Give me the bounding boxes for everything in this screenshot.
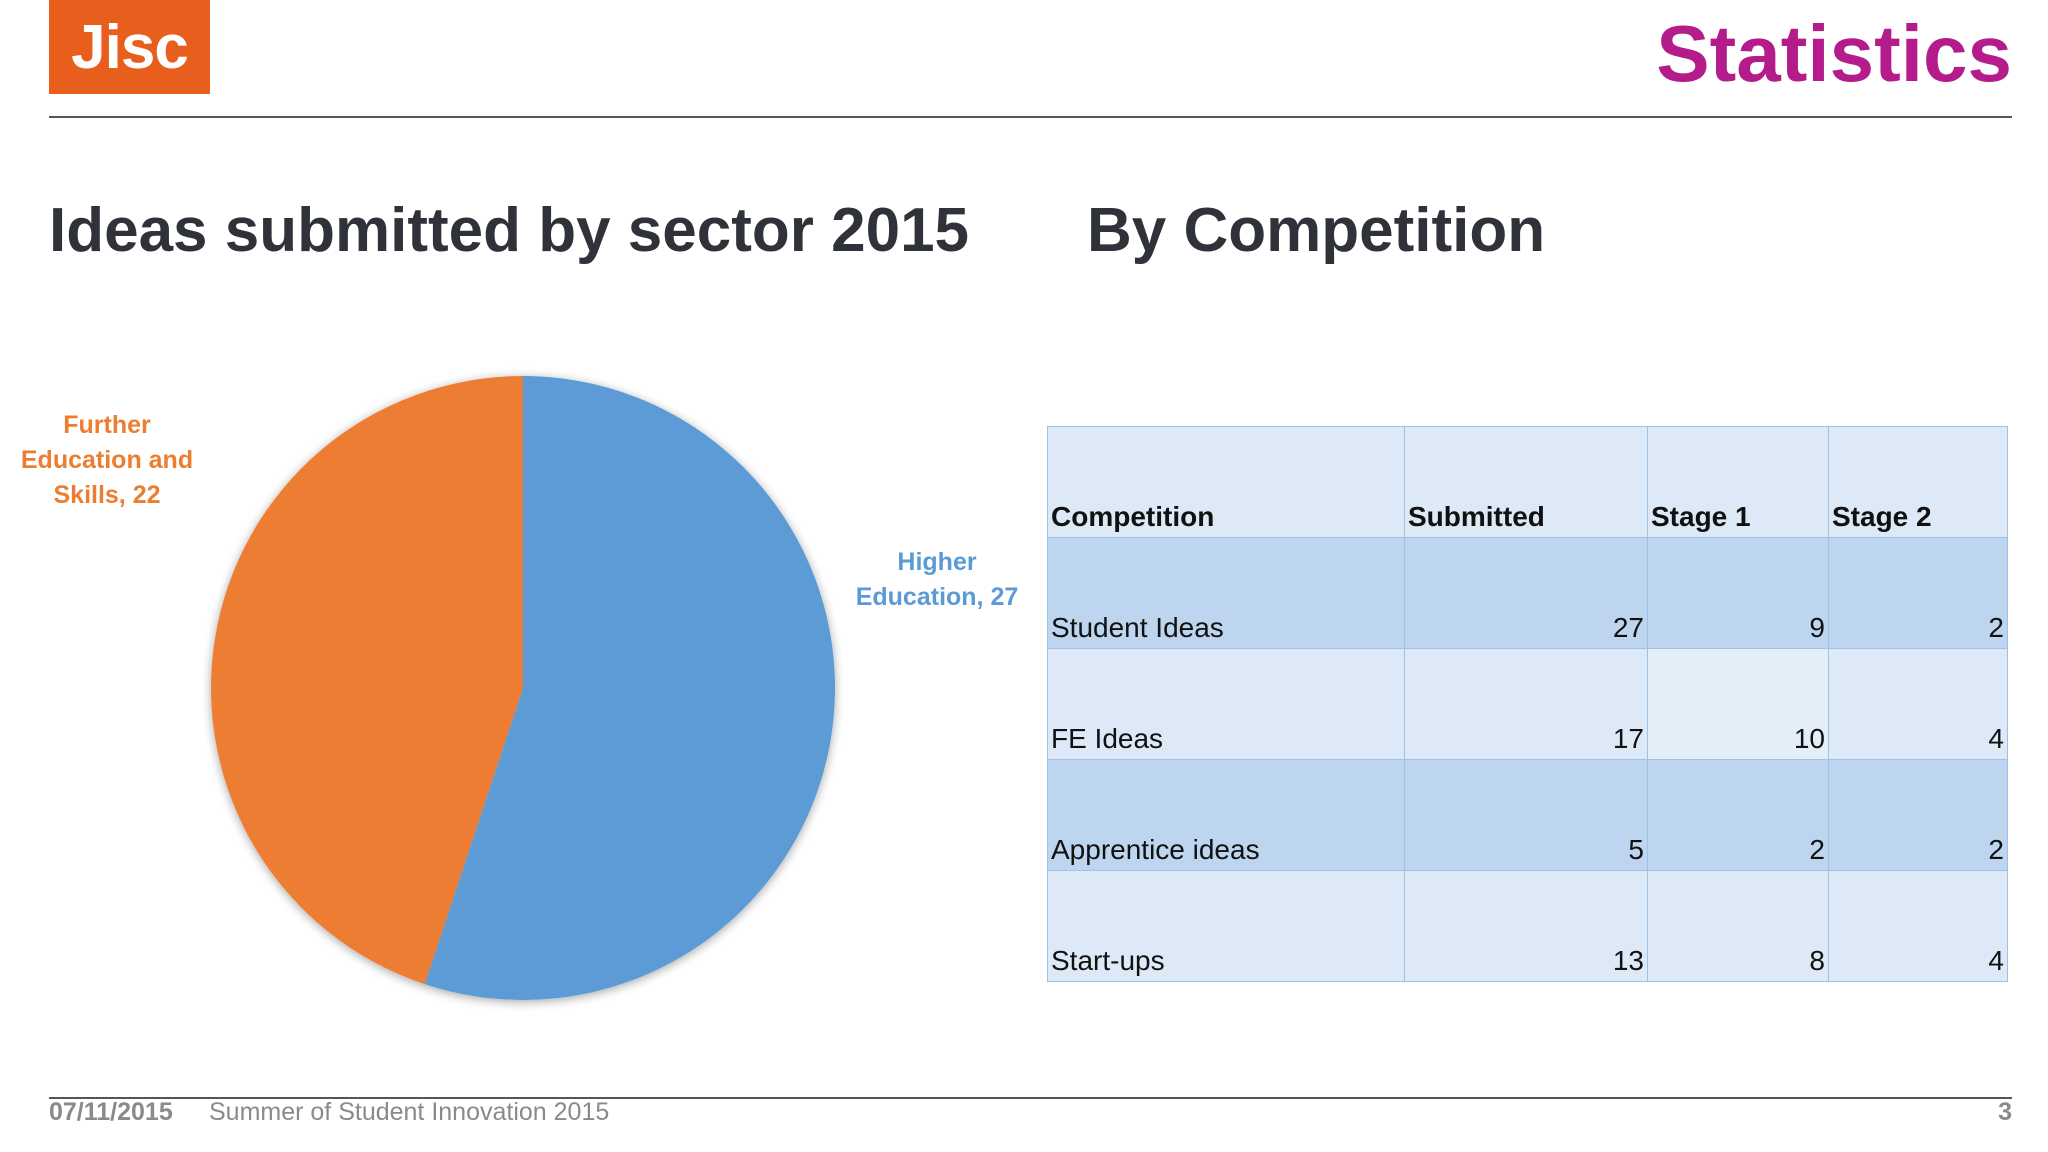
col-header-stage2: Stage 2 — [1828, 426, 2008, 538]
cell-stage1: 8 — [1647, 870, 1829, 982]
cell-competition: Student Ideas — [1047, 537, 1405, 649]
cell-competition: Apprentice ideas — [1047, 759, 1405, 871]
cell-competition: Start-ups — [1047, 870, 1405, 982]
cell-submitted: 17 — [1404, 648, 1648, 760]
col-header-stage1: Stage 1 — [1647, 426, 1829, 538]
jisc-logo: Jisc — [49, 0, 210, 94]
cell-stage2: 4 — [1828, 648, 2008, 760]
table-heading: By Competition — [1087, 196, 1546, 265]
table-header-row: Competition Submitted Stage 1 Stage 2 — [1047, 426, 2008, 538]
footer-event-name: Summer of Student Innovation 2015 — [209, 1098, 610, 1126]
pie-label-further-education-and-skills: Further Education and Skills, 22 — [21, 411, 193, 509]
cell-competition: FE Ideas — [1047, 648, 1405, 760]
footer-divider — [49, 1097, 2012, 1099]
sector-pie-chart: Higher Education, 27 Further Education and S… — [21, 376, 1019, 1000]
table-row: Student Ideas 27 9 2 — [1047, 537, 2008, 649]
pie-label-higher-education: Higher Education, 27 — [856, 548, 1019, 611]
cell-stage2: 4 — [1828, 870, 2008, 982]
cell-submitted: 13 — [1404, 870, 1648, 982]
table-row: Start-ups 13 8 4 — [1047, 870, 2008, 982]
competition-table: Competition Submitted Stage 1 Stage 2 St… — [1047, 426, 2008, 982]
col-header-competition: Competition — [1047, 426, 1405, 538]
cell-stage1: 2 — [1647, 759, 1829, 871]
cell-stage2: 2 — [1828, 759, 2008, 871]
cell-stage1: 10 — [1647, 648, 1829, 760]
table-row: FE Ideas 17 10 4 — [1047, 648, 2008, 760]
footer-date: 07/11/2015 — [49, 1098, 173, 1126]
pie-heading: Ideas submitted by sector 2015 — [49, 196, 970, 265]
cell-submitted: 5 — [1404, 759, 1648, 871]
cell-stage1: 9 — [1647, 537, 1829, 649]
pie-slice-higher-education — [424, 376, 835, 1000]
cell-submitted: 27 — [1404, 537, 1648, 649]
table-row: Apprentice ideas 5 2 2 — [1047, 759, 2008, 871]
page-number: 3 — [1998, 1098, 2012, 1126]
pie-slice-further-education-and-skills — [210, 376, 523, 985]
header-divider — [49, 116, 2012, 118]
col-header-submitted: Submitted — [1404, 426, 1648, 538]
cell-stage2: 2 — [1828, 537, 2008, 649]
slide-title: Statistics — [1656, 9, 2012, 98]
